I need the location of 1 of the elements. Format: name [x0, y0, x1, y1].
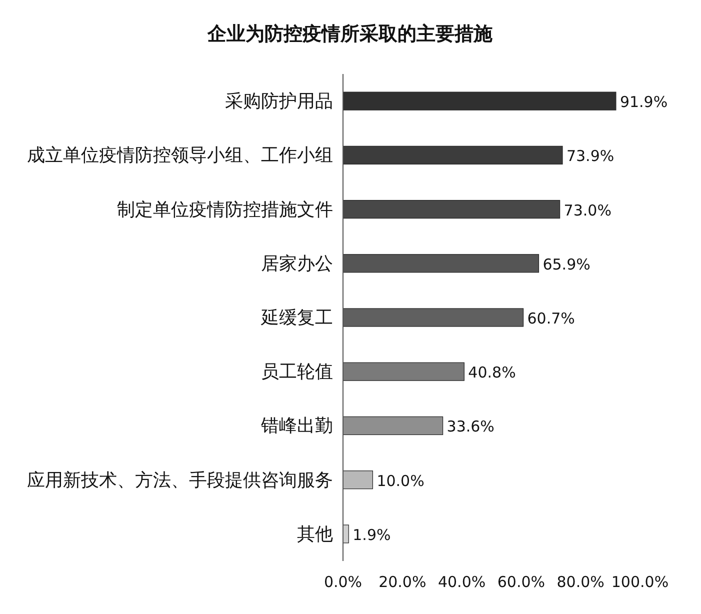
- title: 企业为防控疫情所采取的主要措施: [208, 23, 492, 45]
